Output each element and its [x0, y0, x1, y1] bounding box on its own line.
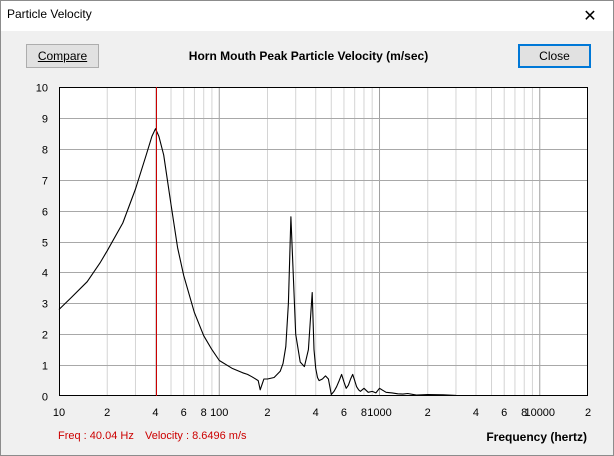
x-tick-label: 8: [521, 407, 527, 419]
x-tick-label: 10000: [524, 407, 555, 419]
compare-button[interactable]: Compare: [26, 44, 99, 68]
x-tick-label: 6: [501, 407, 507, 419]
y-tick-label: 6: [42, 207, 48, 219]
x-tick-label: 8: [201, 407, 207, 419]
close-window-icon[interactable]: ✕: [583, 8, 597, 25]
y-tick-label: 9: [42, 114, 48, 126]
y-tick-label: 4: [42, 268, 48, 280]
y-tick-label: 8: [42, 145, 48, 157]
y-tick-label: 0: [42, 392, 48, 404]
x-tick-label: 4: [473, 407, 479, 419]
y-tick-label: 2: [42, 330, 48, 342]
chart-title: Horn Mouth Peak Particle Velocity (m/sec…: [188, 49, 429, 63]
x-tick-label: 1000: [367, 407, 391, 419]
x-tick-label: 4: [313, 407, 319, 419]
x-tick-label: 4: [152, 407, 158, 419]
x-tick-label: 6: [341, 407, 347, 419]
x-tick-label: 2: [104, 407, 110, 419]
title-bar: Particle Velocity ✕: [1, 1, 613, 31]
y-tick-label: 1: [42, 361, 48, 373]
y-tick-label: 7: [42, 176, 48, 188]
close-button-label: Close: [539, 49, 570, 63]
y-tick-label: 5: [42, 238, 48, 250]
close-button[interactable]: Close: [518, 44, 591, 68]
y-tick-label: 10: [36, 83, 48, 95]
x-tick-label: 8: [361, 407, 367, 419]
x-tick-label: 2: [264, 407, 270, 419]
velocity-readout: Velocity : 8.6496 m/s: [145, 430, 247, 442]
compare-button-label: Compare: [37, 49, 88, 63]
velocity-series-line: [58, 128, 457, 396]
x-tick-label: 2: [585, 407, 591, 419]
freq-readout: Freq : 40.04 Hz: [58, 430, 134, 442]
window-title: Particle Velocity: [7, 7, 92, 21]
x-tick-label: 100: [210, 407, 228, 419]
x-tick-label: 6: [181, 407, 187, 419]
plot-border: [59, 87, 588, 396]
plot-area: [59, 87, 588, 396]
x-tick-label: 2: [425, 407, 431, 419]
x-tick-label: 10: [53, 407, 65, 419]
x-axis-label: Frequency (hertz): [486, 430, 587, 444]
y-tick-label: 3: [42, 299, 48, 311]
